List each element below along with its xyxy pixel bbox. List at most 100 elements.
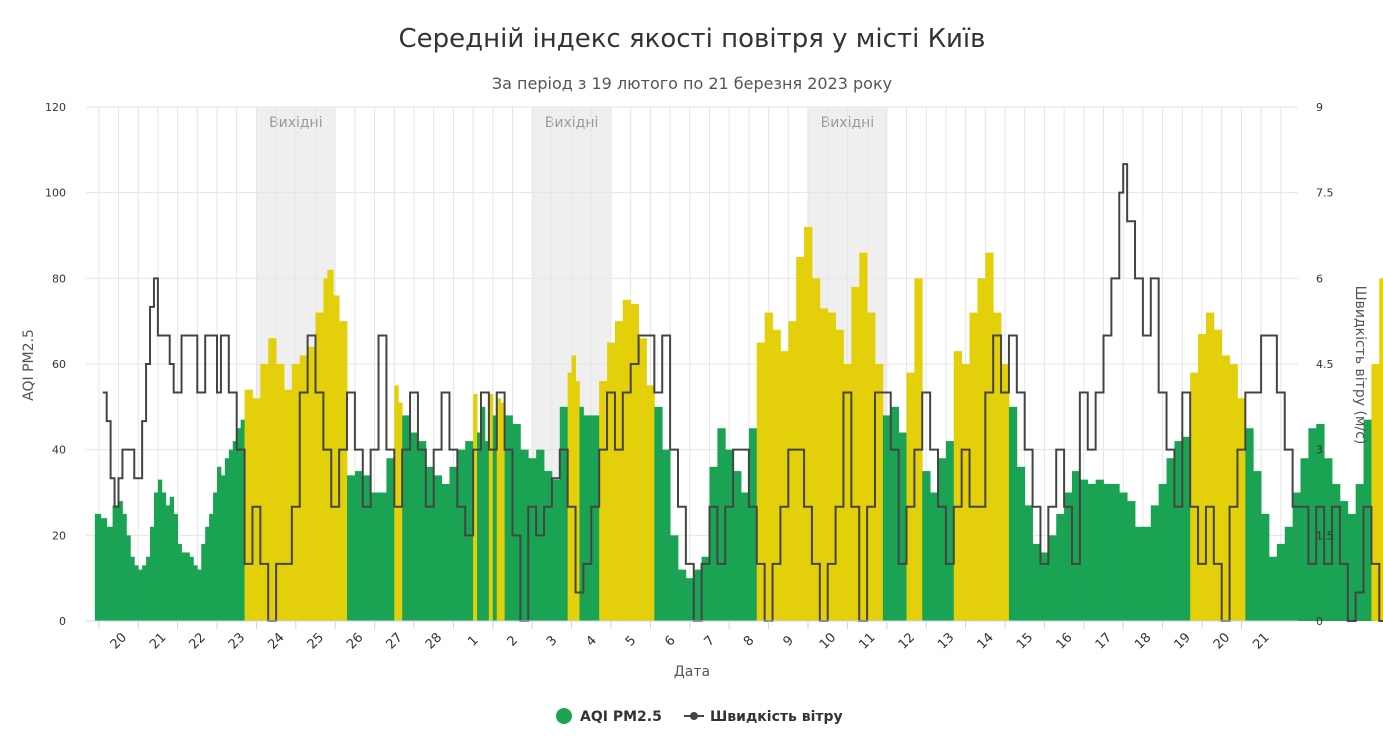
aqi-bar	[480, 406, 486, 621]
x-tick-label: 28	[423, 630, 445, 652]
aqi-bar	[701, 556, 710, 621]
x-tick-label: 23	[226, 630, 248, 652]
aqi-bar	[252, 398, 261, 621]
chart-subtitle: За період з 19 лютого по 21 березня 2023…	[492, 74, 892, 93]
aqi-bar	[112, 505, 119, 621]
aqi-bar	[484, 441, 490, 621]
aqi-bar	[339, 321, 348, 621]
x-tick-label: 21	[1250, 630, 1272, 652]
aqi-bar	[1198, 334, 1207, 621]
aqi-bar	[1048, 535, 1057, 621]
aqi-bar	[197, 569, 202, 621]
aqi-bar	[1213, 329, 1223, 621]
aqi-bar	[961, 364, 970, 621]
x-tick-label: 7	[702, 633, 718, 649]
aqi-bar	[583, 415, 592, 621]
aqi-bar	[1119, 492, 1128, 621]
aqi-bar	[559, 406, 569, 621]
legend-aqi-label: AQI PM2.5	[580, 709, 662, 725]
aqi-bar	[977, 278, 986, 621]
aqi-bar	[504, 415, 513, 621]
aqi-bar	[417, 441, 427, 621]
aqi-bar	[748, 428, 758, 621]
aqi-bar	[402, 415, 411, 621]
chart-title: Середній індекс якості повітря у місті К…	[399, 24, 986, 54]
aqi-bar	[1229, 364, 1238, 621]
aqi-bar	[1363, 419, 1372, 621]
aqi-bar	[138, 569, 143, 621]
legend-item-wind[interactable]: Швидкість вітру	[684, 709, 843, 725]
aqi-bar	[1316, 423, 1325, 621]
aqi-bar	[819, 308, 829, 621]
aqi-bar	[1292, 492, 1301, 621]
legend[interactable]: AQI PM2.5 Швидкість вітру	[556, 708, 843, 725]
x-tick-label: 16	[1053, 630, 1075, 652]
x-tick-label: 20	[108, 630, 130, 652]
aqi-bar	[1056, 513, 1065, 621]
aqi-bar	[599, 381, 608, 621]
aqi-bar	[240, 419, 245, 621]
y-left-tick-label: 80	[52, 272, 66, 285]
aqi-bar	[299, 355, 309, 621]
y-left-tick-label: 120	[45, 101, 66, 114]
aqi-bar	[811, 278, 821, 621]
aqi-bar	[209, 513, 214, 621]
aqi-bar	[1205, 312, 1215, 621]
aqi-bar	[1095, 479, 1104, 621]
aqi-bar	[181, 552, 186, 621]
aqi-bar	[1190, 372, 1199, 621]
aqi-bar	[1174, 441, 1183, 621]
x-tick-label: 1	[465, 633, 481, 649]
aqi-bar	[630, 304, 639, 621]
aqi-bar	[1355, 483, 1364, 621]
aqi-bar	[217, 466, 222, 621]
aqi-bar	[142, 565, 147, 621]
aqi-bar	[622, 299, 632, 621]
aqi-area-series[interactable]	[94, 150, 1383, 621]
x-tick-label: 2	[505, 633, 521, 649]
x-tick-label: 20	[1211, 630, 1233, 652]
aqi-bar	[276, 364, 285, 621]
aqi-bar	[1087, 483, 1097, 621]
x-tick-label: 25	[305, 630, 327, 652]
aqi-bar	[177, 543, 182, 621]
x-tick-label: 11	[856, 630, 878, 652]
aqi-bar	[930, 492, 939, 621]
aqi-bar	[1324, 458, 1333, 621]
x-tick-label: 19	[1172, 630, 1194, 652]
x-tick-label: 10	[817, 630, 839, 652]
aqi-bar	[1135, 526, 1144, 621]
x-tick-label: 14	[975, 630, 997, 652]
aqi-bar	[859, 252, 868, 621]
aqi-bar	[993, 312, 1002, 621]
aqi-bar	[756, 342, 766, 621]
aqi-bar	[441, 483, 450, 621]
aqi-bar	[500, 402, 506, 621]
aqi-bar	[398, 402, 403, 621]
y-left-tick-label: 60	[52, 358, 66, 371]
y-right-tick-label: 0	[1316, 615, 1323, 628]
aqi-bar	[106, 526, 113, 621]
aqi-bar	[228, 449, 234, 621]
aqi-bar	[1064, 492, 1073, 621]
aqi-bar	[835, 329, 844, 621]
aqi-bar	[1016, 466, 1026, 621]
aqi-bar	[867, 312, 876, 621]
legend-item-aqi[interactable]: AQI PM2.5	[556, 708, 662, 725]
aqi-bar	[232, 441, 238, 621]
x-tick-label: 4	[583, 633, 599, 649]
aqi-bar	[465, 441, 474, 621]
aqi-bar	[544, 471, 553, 621]
aqi-bar	[118, 501, 123, 621]
aqi-bar	[1008, 406, 1018, 621]
y-left-tick-label: 100	[45, 187, 66, 200]
aqi-bar	[100, 518, 108, 621]
aqi-bar	[224, 458, 230, 621]
aqi-bar	[201, 543, 206, 621]
x-tick-label: 12	[896, 630, 918, 652]
aqi-bar	[677, 569, 687, 621]
aqi-bar	[788, 321, 797, 621]
aqi-bar	[1127, 501, 1136, 621]
aqi-bar	[1032, 543, 1041, 621]
